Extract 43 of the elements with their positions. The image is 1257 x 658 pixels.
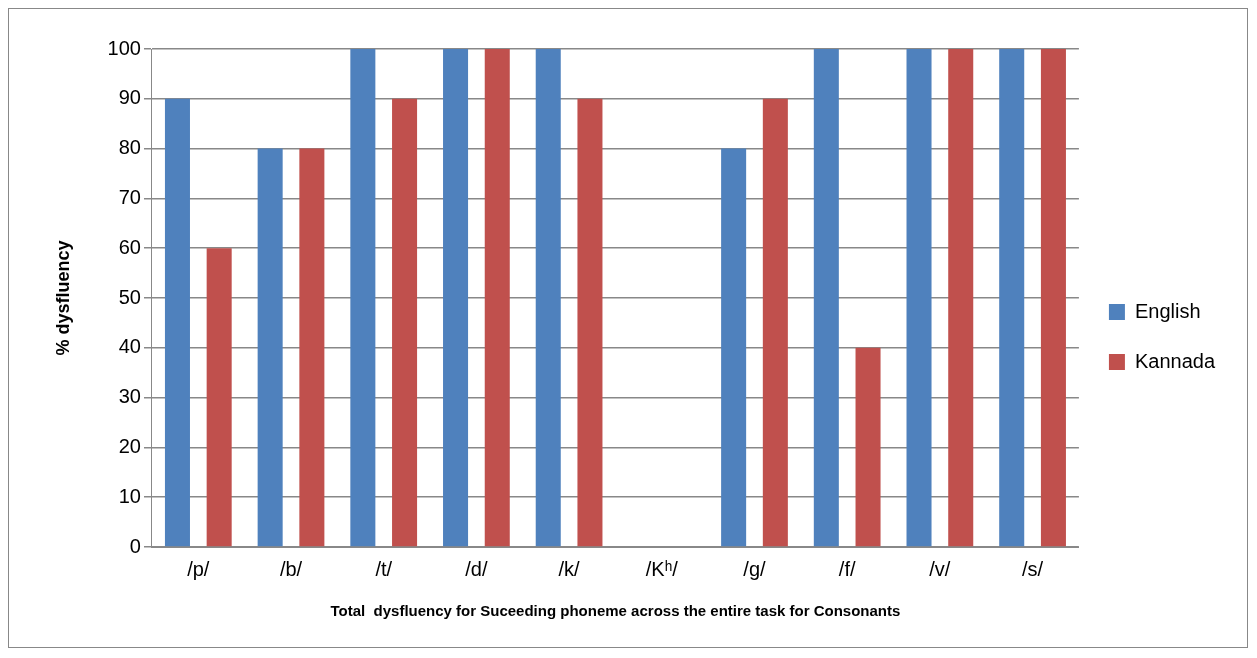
bar xyxy=(206,248,232,547)
x-tick-label: /b/ xyxy=(279,557,303,580)
bar xyxy=(948,49,974,547)
y-tick-label: 90 xyxy=(118,86,141,109)
bar xyxy=(535,49,561,547)
bar xyxy=(906,49,932,547)
y-tick-label: 10 xyxy=(118,484,141,507)
bar xyxy=(443,49,469,547)
bar xyxy=(350,49,376,547)
legend-label: English xyxy=(1134,299,1201,322)
bar xyxy=(1040,49,1066,547)
bar xyxy=(813,49,839,547)
y-tick-label: 50 xyxy=(118,285,141,308)
y-tick-label: 100 xyxy=(107,36,141,59)
y-tick-label: 70 xyxy=(118,185,141,208)
bar xyxy=(164,98,190,547)
x-axis-title: Total dysfluency for Suceeding phoneme across the entire task for Consonants xyxy=(330,602,901,620)
bar xyxy=(999,49,1025,547)
legend-label: Kannada xyxy=(1134,349,1216,372)
y-tick-label: 40 xyxy=(118,335,141,358)
bar xyxy=(762,98,788,547)
bar xyxy=(484,49,510,547)
x-tick-label: /p/ xyxy=(187,557,210,580)
y-tick-label: 0 xyxy=(129,534,141,557)
x-tick-label: /Kʰ/ xyxy=(645,557,679,580)
y-axis-title: % dysfluency xyxy=(52,240,73,356)
bar xyxy=(577,98,603,547)
x-tick-label: /d/ xyxy=(465,557,488,580)
bar xyxy=(855,347,881,547)
x-tick-label: /v/ xyxy=(929,557,951,580)
bar xyxy=(257,148,283,547)
y-tick-label: 30 xyxy=(118,385,141,408)
bar xyxy=(721,148,747,547)
bar xyxy=(392,98,418,547)
x-tick-label: /s/ xyxy=(1022,557,1044,580)
x-tick-label: /t/ xyxy=(375,557,393,580)
x-tick-label: /g/ xyxy=(743,557,767,580)
x-tick-label: /k/ xyxy=(558,557,581,580)
y-tick-label: 60 xyxy=(118,235,141,258)
y-tick-label: 20 xyxy=(118,434,141,457)
y-tick-label: 80 xyxy=(118,136,141,159)
x-tick-label: /f/ xyxy=(838,557,856,580)
bar xyxy=(299,148,325,547)
